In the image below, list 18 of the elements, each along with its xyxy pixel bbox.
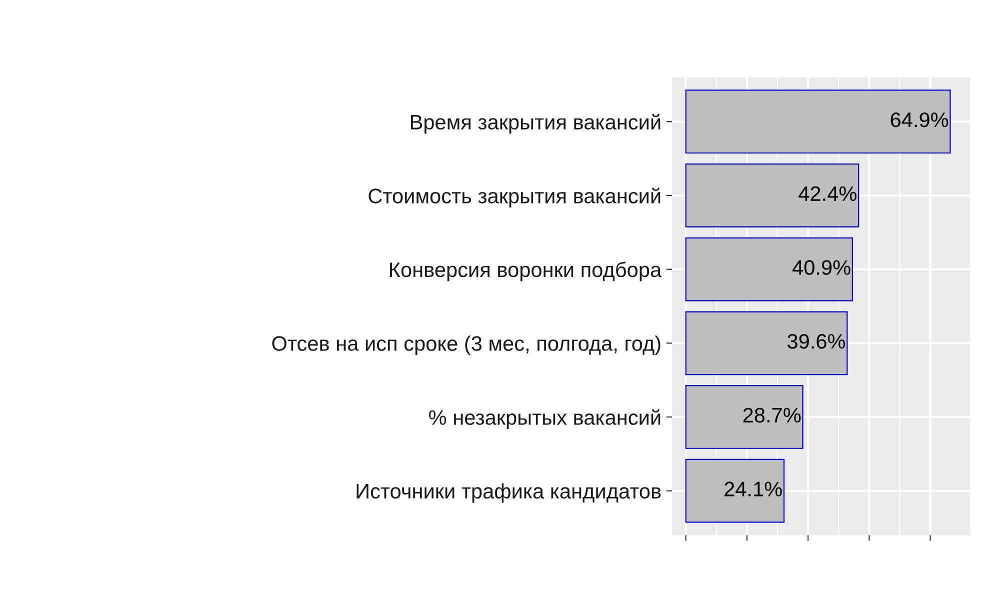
data-label: 40.9% [792,260,850,275]
data-label: 64.9% [890,112,948,128]
data-label: 42.4% [798,186,856,201]
bar [685,311,848,376]
y-tick-label: % незакрытых вакансий [429,409,660,430]
data-label: 28.7% [743,408,801,423]
bar [685,164,860,228]
bar [685,237,854,302]
y-tick-label: Конверсия воронки подбора [390,262,662,282]
bar [685,385,804,449]
bar [685,458,785,523]
y-tick-label: Время закрытия вакансий [410,114,660,134]
y-tick-label: Источники трафика кандидатов [356,483,661,503]
y-tick-label: Стоимость закрытия вакансий [368,188,660,208]
bar [685,90,951,154]
data-label: 39.6% [788,334,846,349]
data-label: 24.1% [724,482,782,496]
y-tick-label: Отсев на исп сроке (3 мес, полгода, год) [272,336,660,356]
